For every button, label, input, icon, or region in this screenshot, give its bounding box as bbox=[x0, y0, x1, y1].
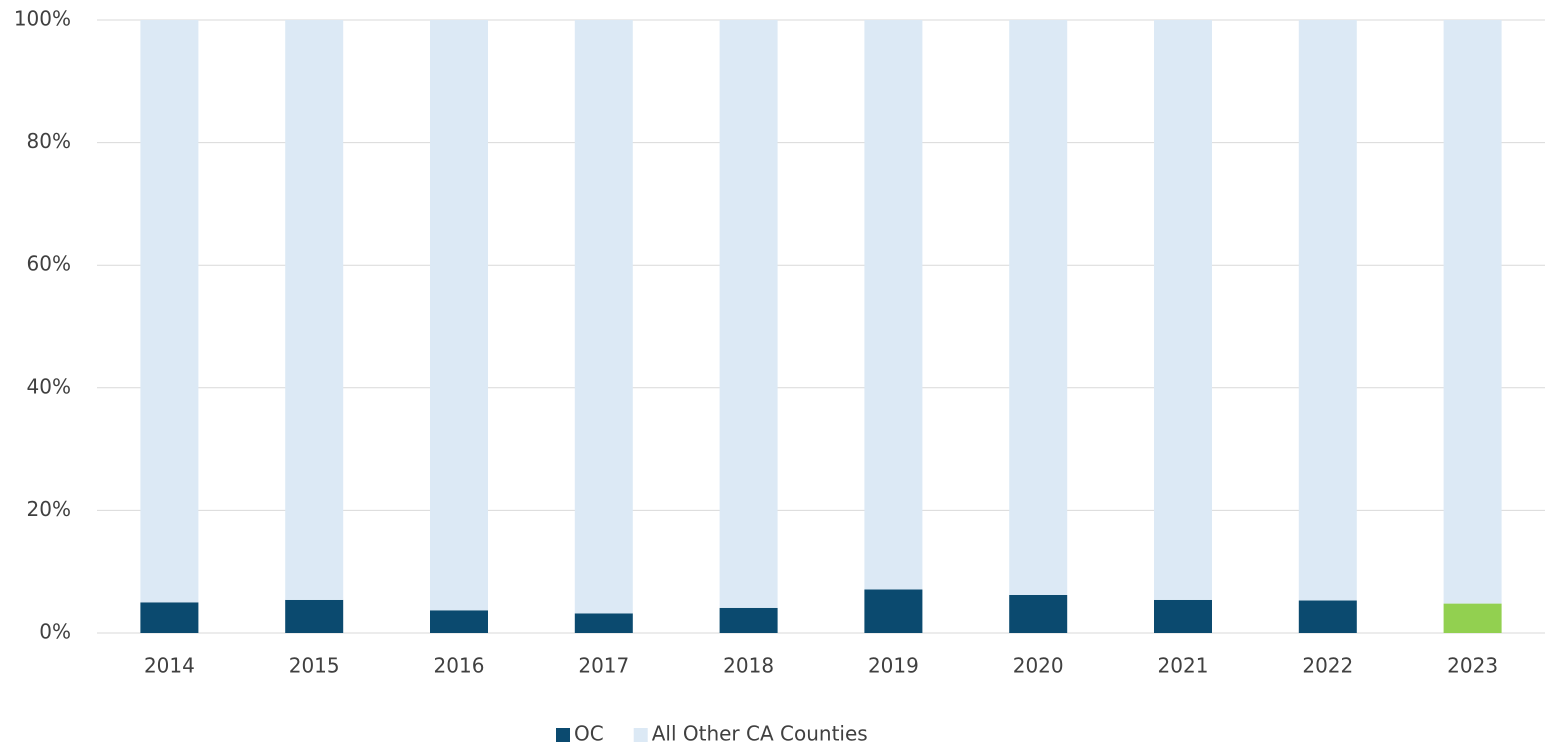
bar-segment bbox=[140, 20, 199, 603]
y-tick-label: 80% bbox=[27, 129, 71, 153]
x-tick-label: 2015 bbox=[289, 654, 340, 678]
legend-label: OC bbox=[574, 722, 604, 746]
y-tick-label: 60% bbox=[27, 252, 71, 276]
bar-segment bbox=[1298, 20, 1357, 601]
bar-segment bbox=[719, 607, 778, 633]
x-tick-label: 2018 bbox=[723, 654, 774, 678]
bar-segment bbox=[285, 599, 344, 633]
bar-segment bbox=[1009, 594, 1068, 633]
legend-label: All Other CA Counties bbox=[652, 722, 868, 746]
y-tick-label: 40% bbox=[27, 374, 71, 398]
bar-segment bbox=[1154, 599, 1212, 633]
bar-segment bbox=[285, 20, 344, 600]
x-tick-label: 2019 bbox=[868, 654, 919, 678]
x-tick-label: 2021 bbox=[1158, 654, 1209, 678]
x-tick-label: 2020 bbox=[1013, 654, 1064, 678]
bar-segment bbox=[719, 20, 778, 608]
bar-segment bbox=[140, 602, 199, 633]
x-tick-label: 2017 bbox=[578, 654, 629, 678]
bar-segment bbox=[1443, 20, 1502, 604]
legend-swatch bbox=[633, 728, 648, 742]
bar-segment bbox=[430, 20, 488, 611]
bar-segment bbox=[864, 20, 923, 590]
x-tick-label: 2016 bbox=[434, 654, 485, 678]
legend-swatch bbox=[556, 728, 570, 742]
bar-segment bbox=[430, 610, 488, 633]
x-tick-label: 2023 bbox=[1447, 654, 1498, 678]
bar-segment bbox=[1154, 20, 1212, 600]
y-tick-label: 100% bbox=[14, 7, 71, 31]
bar-segment bbox=[574, 613, 633, 633]
bar-segment bbox=[1298, 600, 1357, 633]
y-tick-label: 0% bbox=[39, 620, 71, 644]
bar-segment bbox=[864, 589, 923, 633]
x-tick-label: 2022 bbox=[1302, 654, 1353, 678]
y-tick-label: 20% bbox=[27, 497, 71, 521]
bar-segment bbox=[1443, 603, 1502, 633]
bar-segment bbox=[574, 20, 633, 614]
x-tick-label: 2014 bbox=[144, 654, 195, 678]
bar-segment bbox=[1009, 20, 1068, 595]
